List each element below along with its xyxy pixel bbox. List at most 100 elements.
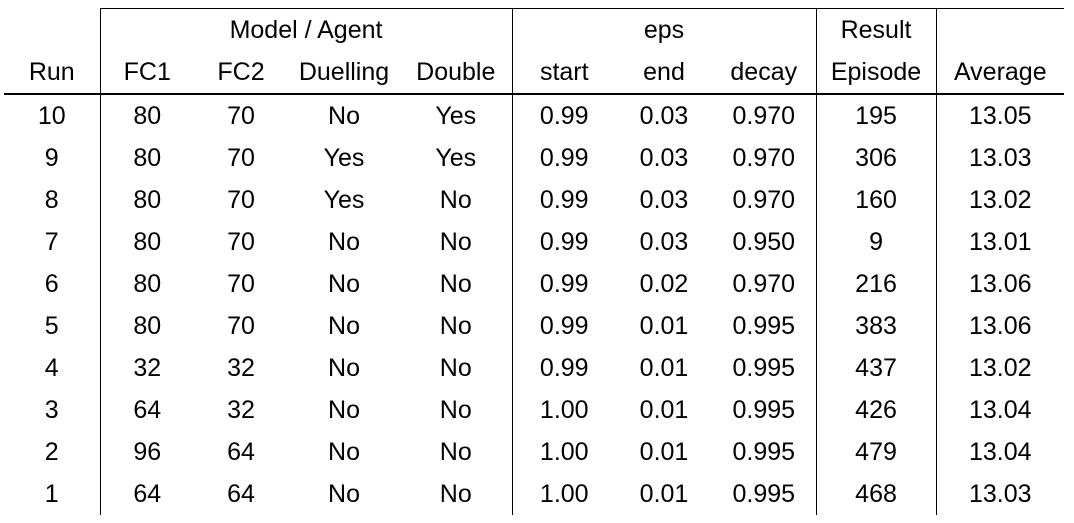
cell-episode: 437 — [815, 347, 937, 389]
cell-fc2: 64 — [227, 437, 255, 466]
cell-eps-start: 0.99 — [511, 263, 617, 305]
cell-eps-start: 0.99 — [511, 179, 617, 221]
cell-fc1: 80 — [99, 305, 194, 347]
column-header-row: Run FC1 FC2 Duelling Double start end de… — [4, 51, 1065, 95]
cell-fc1: 32 — [99, 347, 194, 389]
cell-double: Yes — [435, 143, 477, 172]
cell-eps-start: 1.00 — [511, 473, 617, 515]
cell-average: 13.02 — [935, 179, 1065, 221]
cell-duelling: No — [328, 479, 360, 508]
cell-double: No — [439, 437, 472, 466]
col-header-duelling: Duelling — [288, 51, 400, 95]
cell-episode: 383 — [815, 305, 937, 347]
cell-run: 10 — [37, 101, 66, 130]
col-header-decay: decay — [712, 51, 817, 95]
cell-run: 3 — [44, 395, 59, 424]
cell-double: No — [439, 269, 472, 298]
group-header-model-agent: Model / Agent — [99, 8, 513, 51]
cell-eps-start: 0.99 — [511, 305, 617, 347]
cell-fc2: 70 — [227, 101, 255, 130]
cell-average: 13.06 — [935, 263, 1065, 305]
col-header-average: Average — [935, 51, 1065, 95]
cell-eps-decay: 0.995 — [732, 479, 796, 508]
cell-run: 6 — [44, 269, 59, 298]
cell-eps-start: 1.00 — [511, 431, 617, 473]
cell-fc1: 96 — [99, 431, 194, 473]
cell-average: 13.04 — [935, 389, 1065, 431]
cell-episode: 216 — [815, 263, 937, 305]
table-row: 1 64 64 No No 1.00 0.01 0.995 468 13.03 — [4, 473, 1065, 515]
cell-run: 1 — [44, 479, 59, 508]
cell-fc2: 32 — [227, 353, 255, 382]
cell-episode: 195 — [815, 94, 937, 137]
cell-fc2: 70 — [227, 311, 255, 340]
cell-episode: 9 — [815, 221, 937, 263]
table-row: 5 80 70 No No 0.99 0.01 0.995 383 13.06 — [4, 305, 1065, 347]
cell-duelling: Yes — [323, 143, 365, 172]
cell-eps-end: 0.03 — [639, 185, 689, 214]
cell-run: 5 — [44, 311, 59, 340]
cell-eps-decay: 0.970 — [732, 269, 796, 298]
cell-eps-end: 0.01 — [639, 311, 689, 340]
cell-run: 8 — [44, 185, 59, 214]
col-header-fc2: FC2 — [194, 51, 288, 95]
cell-fc1: 64 — [99, 473, 194, 515]
col-header-double: Double — [400, 51, 513, 95]
cell-eps-decay: 0.970 — [732, 143, 796, 172]
cell-eps-end: 0.01 — [639, 437, 689, 466]
cell-eps-decay: 0.970 — [732, 185, 796, 214]
cell-average: 13.01 — [935, 221, 1065, 263]
cell-run: 9 — [44, 143, 59, 172]
col-header-fc1: FC1 — [99, 51, 194, 95]
cell-duelling: Yes — [323, 185, 365, 214]
cell-episode: 426 — [815, 389, 937, 431]
cell-double: No — [439, 479, 472, 508]
cell-fc2: 70 — [227, 143, 255, 172]
cell-double: No — [439, 395, 472, 424]
cell-duelling: No — [328, 269, 360, 298]
table-body: 10 80 70 No Yes 0.99 0.03 0.970 195 13.0… — [4, 94, 1065, 515]
table-row: 8 80 70 Yes No 0.99 0.03 0.970 160 13.02 — [4, 179, 1065, 221]
cell-fc1: 80 — [99, 263, 194, 305]
cell-fc2: 32 — [227, 395, 255, 424]
cell-eps-start: 1.00 — [511, 389, 617, 431]
table-row: 2 96 64 No No 1.00 0.01 0.995 479 13.04 — [4, 431, 1065, 473]
group-header-eps: eps — [511, 8, 817, 51]
cell-fc2: 70 — [227, 269, 255, 298]
cell-episode: 468 — [815, 473, 937, 515]
cell-eps-decay: 0.995 — [732, 395, 796, 424]
cell-eps-decay: 0.995 — [732, 437, 796, 466]
cell-fc1: 80 — [99, 179, 194, 221]
cell-eps-decay: 0.970 — [732, 101, 796, 130]
group-header-empty — [4, 9, 100, 52]
cell-duelling: No — [328, 353, 360, 382]
cell-eps-end: 0.01 — [639, 479, 689, 508]
col-header-episode: Episode — [815, 51, 937, 95]
cell-eps-end: 0.03 — [639, 101, 689, 130]
cell-fc2: 70 — [227, 227, 255, 256]
cell-average: 13.02 — [935, 347, 1065, 389]
group-header-result: Result — [815, 8, 937, 51]
cell-fc2: 70 — [227, 185, 255, 214]
cell-eps-end: 0.02 — [639, 269, 689, 298]
col-header-start: start — [511, 51, 617, 95]
cell-eps-start: 0.99 — [511, 137, 617, 179]
cell-double: Yes — [435, 101, 477, 130]
cell-eps-start: 0.99 — [511, 94, 617, 137]
cell-fc1: 80 — [99, 221, 194, 263]
cell-eps-end: 0.03 — [639, 143, 689, 172]
cell-average: 13.03 — [935, 473, 1065, 515]
cell-eps-start: 0.99 — [511, 221, 617, 263]
cell-episode: 160 — [815, 179, 937, 221]
cell-eps-decay: 0.995 — [732, 311, 796, 340]
cell-eps-end: 0.01 — [639, 395, 689, 424]
cell-double: No — [439, 185, 472, 214]
cell-fc1: 80 — [99, 137, 194, 179]
table-row: 10 80 70 No Yes 0.99 0.03 0.970 195 13.0… — [4, 94, 1065, 137]
cell-double: No — [439, 311, 472, 340]
cell-episode: 306 — [815, 137, 937, 179]
results-table: Model / Agent eps Result Run FC1 FC2 Due… — [4, 8, 1065, 515]
cell-fc1: 64 — [99, 389, 194, 431]
cell-average: 13.04 — [935, 431, 1065, 473]
cell-run: 2 — [44, 437, 59, 466]
